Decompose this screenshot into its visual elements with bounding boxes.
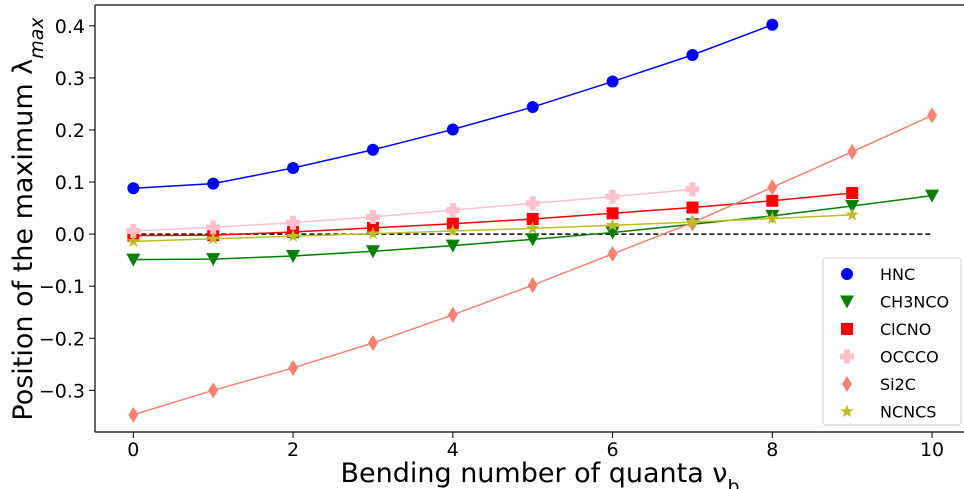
series-line-si2c <box>133 115 932 414</box>
legend-label: NCNCS <box>880 403 936 422</box>
y-tick-label: −0.3 <box>39 380 85 402</box>
data-point-hnc <box>607 76 619 88</box>
data-point-hnc <box>367 144 379 156</box>
data-point-occco <box>526 196 540 210</box>
data-point-si2c <box>128 407 138 423</box>
data-point-hnc <box>447 123 459 135</box>
series-hnc <box>127 19 778 195</box>
y-tick-label: 0.2 <box>55 120 85 142</box>
data-point-clcno <box>686 202 698 214</box>
data-point-si2c <box>528 277 538 293</box>
y-tick-label: 0.3 <box>55 68 85 90</box>
x-axis-title-subscript: b <box>727 476 739 489</box>
legend-label: CH3NCO <box>880 293 949 312</box>
y-tick-label: −0.1 <box>39 276 85 298</box>
data-point-si2c <box>288 360 298 376</box>
series-ncncs <box>127 208 859 247</box>
data-point-si2c <box>448 307 458 323</box>
y-tick-label: 0.1 <box>55 172 85 194</box>
y-axis-title-subscript: max <box>26 17 48 59</box>
x-tick-label: 2 <box>287 439 299 461</box>
x-tick-label: 10 <box>920 439 944 461</box>
legend-label: OCCCO <box>880 348 939 367</box>
plot-area <box>126 19 939 423</box>
y-axis-title-main: Position of the maximum λ <box>8 59 39 421</box>
data-point-occco <box>685 182 699 196</box>
data-point-si2c <box>368 335 378 351</box>
legend-marker-clcno <box>841 323 853 335</box>
data-point-clcno <box>766 195 778 207</box>
data-point-si2c <box>847 144 857 160</box>
series-si2c <box>128 107 937 422</box>
legend: HNC CH3NCO ClCNO OCCCO Si2C NCNCS <box>823 258 961 425</box>
data-point-si2c <box>608 246 618 262</box>
data-point-ncncs <box>846 208 859 221</box>
series-clcno <box>127 187 858 242</box>
x-tick-label: 8 <box>766 439 778 461</box>
y-axis-title: Position of the maximum λmax <box>8 17 48 421</box>
data-point-hnc <box>127 182 139 194</box>
data-point-hnc <box>766 19 778 31</box>
data-point-hnc <box>207 178 219 190</box>
legend-marker-hnc <box>841 268 853 280</box>
data-point-occco <box>366 210 380 224</box>
data-point-hnc <box>287 162 299 174</box>
data-point-si2c <box>767 179 777 195</box>
data-point-hnc <box>686 49 698 61</box>
series-line-hnc <box>133 25 772 189</box>
data-point-occco <box>606 190 620 204</box>
x-axis-title-main: Bending number of quanta ν <box>340 458 727 489</box>
y-tick-label: −0.2 <box>39 328 85 350</box>
data-point-clcno <box>607 207 619 219</box>
x-axis-title: Bending number of quanta νb <box>340 458 739 489</box>
data-point-occco <box>446 203 460 217</box>
data-point-hnc <box>527 101 539 113</box>
data-point-si2c <box>208 382 218 398</box>
legend-label: HNC <box>880 265 915 284</box>
legend-label: Si2C <box>880 375 916 394</box>
data-point-clcno <box>846 187 858 199</box>
y-tick-label: 0.4 <box>55 16 85 38</box>
data-point-si2c <box>927 107 937 123</box>
y-tick-label: 0.0 <box>55 224 85 246</box>
legend-label: ClCNO <box>880 320 931 339</box>
x-tick-label: 0 <box>127 439 139 461</box>
